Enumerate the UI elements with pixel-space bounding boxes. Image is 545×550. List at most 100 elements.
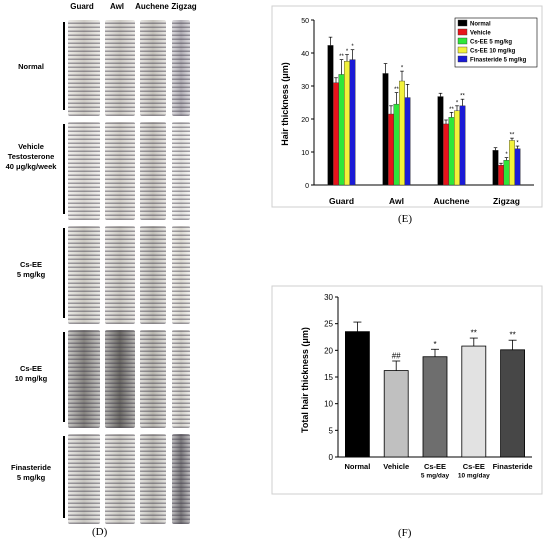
hair-micrograph: [172, 226, 190, 324]
y-tick-label: 25: [324, 320, 333, 329]
hair-micrograph: [172, 330, 190, 428]
significance-mark: **: [509, 331, 515, 340]
row-label-line: Normal: [18, 62, 44, 71]
hair-micrograph: [105, 330, 135, 428]
significance-mark: *: [456, 100, 459, 106]
legend-label: Cs-EE 10 mg/kg: [470, 49, 516, 55]
chart-total-hair-thickness: Total hair thickness (μm) 0 5 10 15 20 25 30 No…: [271, 285, 543, 495]
x-category-label: Zigzag: [493, 196, 520, 206]
row-label: Cs-EE 10 mg/kg: [0, 364, 62, 384]
panel-e-label: (E): [398, 213, 413, 225]
row-label: Finasteride 5 mg/kg: [0, 463, 62, 483]
bar: [399, 80, 405, 186]
bar: [393, 103, 400, 186]
hair-micrograph: [68, 330, 100, 428]
column-header: Guard: [70, 2, 94, 11]
row-label-line: Cs-EE: [19, 260, 43, 269]
x-category-label: Cs-EE: [463, 462, 485, 471]
y-tick-label: 40: [301, 51, 309, 58]
row-divider: [63, 22, 65, 110]
legend-swatch: [457, 28, 468, 36]
hair-micrograph: [172, 20, 190, 116]
bar: [498, 164, 504, 186]
row-divider: [63, 436, 65, 518]
legend-swatch: [457, 46, 468, 54]
legend-label: Finasteride 5 mg/kg: [470, 58, 527, 64]
significance-mark: *: [433, 340, 436, 349]
bar: [404, 97, 411, 186]
hair-micrograph: [68, 20, 100, 116]
x-category-label: 5 mg/day: [421, 473, 450, 480]
hair-micrograph: [172, 434, 190, 524]
y-axis-label: Total hair thickness (μm): [300, 327, 310, 433]
column-header: Zigzag: [171, 2, 197, 11]
y-tick-label: 0: [329, 453, 334, 462]
x-category-label: Guard: [329, 196, 354, 206]
y-axis-label: Hair thickness (μm): [280, 62, 290, 146]
bar: [344, 61, 350, 186]
y-tick-label: 5: [329, 426, 334, 435]
legend-swatch: [457, 55, 468, 63]
x-category-label: Finasteride: [493, 462, 533, 471]
bar: [492, 150, 499, 186]
significance-mark: *: [401, 66, 404, 72]
significance-mark: *: [516, 141, 519, 147]
column-header: Auchene: [135, 2, 169, 11]
row-label-line: 5 mg/kg: [16, 473, 46, 482]
row-divider: [63, 124, 65, 214]
row-label: Cs-EE 5 mg/kg: [0, 260, 62, 280]
legend-swatch: [457, 37, 468, 45]
bar: [514, 148, 521, 186]
y-tick-label: 30: [324, 293, 333, 302]
bar: [503, 160, 510, 186]
significance-mark: *: [346, 49, 349, 55]
hair-micrograph: [68, 122, 100, 220]
y-tick-label: 20: [301, 117, 309, 124]
legend-label: Cs-EE 5 mg/kg: [470, 40, 512, 46]
legend-box: [454, 17, 538, 68]
legend-swatch: [457, 19, 468, 27]
hair-micrograph: [105, 20, 135, 116]
hair-micrograph: [140, 434, 166, 524]
x-category-label: Awl: [389, 196, 404, 206]
significance-mark: *: [505, 152, 508, 158]
row-label-line: 40 μg/kg/week: [5, 162, 57, 171]
legend-label: Normal: [470, 22, 491, 28]
row-label: Vehicle Testosterone 40 μg/kg/week: [0, 142, 62, 172]
significance-mark: **: [394, 87, 399, 93]
bar: [422, 356, 448, 458]
hair-micrograph: [140, 330, 166, 428]
row-label-line: Finasteride: [10, 463, 51, 472]
y-tick-label: 0: [305, 183, 309, 190]
bar: [382, 73, 389, 186]
legend-label: Vehicle: [470, 31, 491, 37]
hair-micrograph: [105, 226, 135, 324]
bar: [333, 82, 339, 186]
significance-mark: **: [449, 107, 454, 113]
panel-f-label: (F): [398, 527, 412, 539]
row-label-line: Vehicle: [18, 142, 44, 151]
significance-mark: *: [351, 44, 354, 50]
row-label-line: Testosterone: [7, 152, 55, 161]
hair-micrograph: [68, 434, 100, 524]
significance-mark: **: [510, 133, 515, 139]
row-label: Normal: [0, 62, 62, 72]
x-category-label: Cs-EE: [424, 462, 446, 471]
y-tick-label: 15: [324, 373, 333, 382]
hair-micrograph: [172, 122, 190, 220]
hair-micrograph: [140, 20, 166, 116]
bar: [443, 123, 449, 186]
row-divider: [63, 228, 65, 318]
bar: [500, 349, 526, 458]
bar: [388, 113, 394, 186]
panel-d-label: (D): [92, 526, 108, 538]
hair-micrograph: [68, 226, 100, 324]
bar: [448, 117, 455, 186]
significance-mark: **: [471, 329, 477, 338]
bar: [459, 105, 466, 186]
hair-micrograph: [140, 226, 166, 324]
chart-hair-thickness: Hair thickness (μm) 0 10 20 30 40 50 Guard Awl A…: [271, 5, 543, 208]
row-label-line: 5 mg/kg: [16, 270, 46, 279]
bar: [437, 96, 444, 186]
bar: [345, 331, 370, 458]
